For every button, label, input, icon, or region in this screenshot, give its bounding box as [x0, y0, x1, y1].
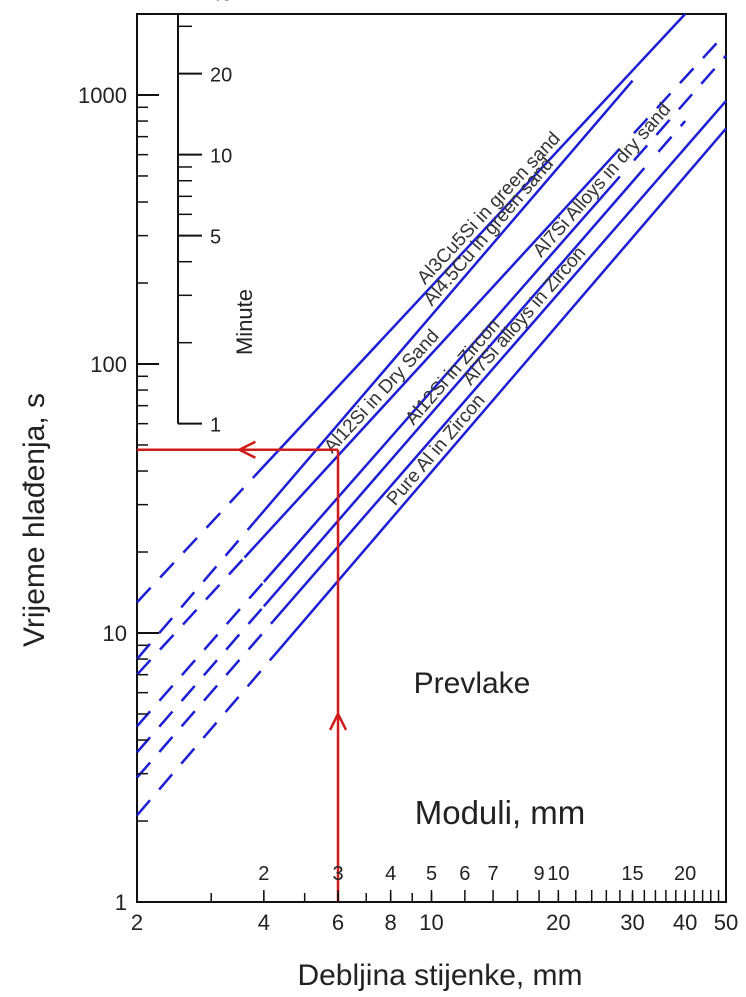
- x-tick-label: 8: [385, 910, 397, 935]
- series-dashed-segment: [136, 620, 274, 779]
- series-dashed-segment: [657, 120, 687, 153]
- series-dashed-segment: [136, 581, 265, 728]
- x-tick-label: 2: [131, 910, 143, 935]
- y-tick-label: 10: [103, 621, 127, 646]
- x-tick-label: 4: [258, 910, 270, 935]
- secondary-x-tick-label: 6: [459, 863, 470, 885]
- series-line: [271, 127, 727, 658]
- x-axis-label: Debljina stijenke, mm: [297, 959, 582, 992]
- series-line: [262, 175, 621, 583]
- series-dashed-segment: [136, 656, 274, 817]
- secondary-x-tick-label: 4: [385, 863, 396, 885]
- secondary-x-tick-label: 20: [674, 863, 696, 885]
- secondary-y-tick-label: 20: [210, 65, 232, 87]
- x-tick-label: 30: [620, 910, 644, 935]
- secondary-y-tick-label: 5: [210, 227, 221, 249]
- secondary-x-tick-label: 10: [547, 863, 569, 885]
- series-dashed-segment: [136, 521, 256, 660]
- guide-arrow-left: [236, 440, 256, 459]
- secondary-x-tick-label: 9: [533, 863, 544, 885]
- x-tick-label: 20: [546, 910, 570, 935]
- y-tick-label: 100: [90, 352, 127, 377]
- series-line: [243, 147, 621, 559]
- secondary-y-tick-label: 1: [210, 415, 221, 437]
- series-dashed-segment: [136, 605, 265, 754]
- guide-layer: [137, 440, 348, 902]
- series-dashed-segment: [633, 32, 727, 135]
- y-tick-label: 1000: [78, 83, 127, 108]
- series-line: [262, 167, 646, 608]
- series-label: Al7Si alloys in Zircon: [459, 243, 591, 390]
- secondary-x-tick-label: 2: [258, 863, 269, 885]
- secondary-y-axis-label: Minute: [232, 289, 257, 355]
- secondary-x-tick-label: 7: [488, 863, 499, 885]
- x-tick-label: 10: [419, 910, 443, 935]
- annotation-prevlake: Prevlake: [414, 667, 531, 700]
- x-tick-label: 40: [673, 910, 697, 935]
- secondary-x-tick-label: 15: [621, 863, 643, 885]
- series-dashed-segment: [136, 556, 246, 676]
- series-dashed-segment: [633, 54, 727, 162]
- y-axis-label: Vrijeme hlađenja, s: [18, 393, 51, 647]
- secondary-x-tick-label: 5: [426, 863, 437, 885]
- x-tick-label: 6: [332, 910, 344, 935]
- secondary-y-tick-label: 40: [210, 0, 232, 6]
- series-dashed-segment: [136, 475, 256, 604]
- x-tick-label: 50: [714, 910, 738, 935]
- secondary-y-tick-label: 10: [210, 146, 232, 168]
- series-label: Al7Si Alloys in dry sand: [529, 99, 675, 261]
- series-line: [271, 100, 727, 623]
- guide-arrow-up: [328, 711, 348, 731]
- y-tick-label: 1: [115, 890, 127, 915]
- series-line: [253, 13, 687, 478]
- secondary-x-axis-label: Moduli, mm: [415, 794, 586, 831]
- secondary-x-tick-label: 3: [332, 863, 343, 885]
- series-line: [253, 79, 634, 523]
